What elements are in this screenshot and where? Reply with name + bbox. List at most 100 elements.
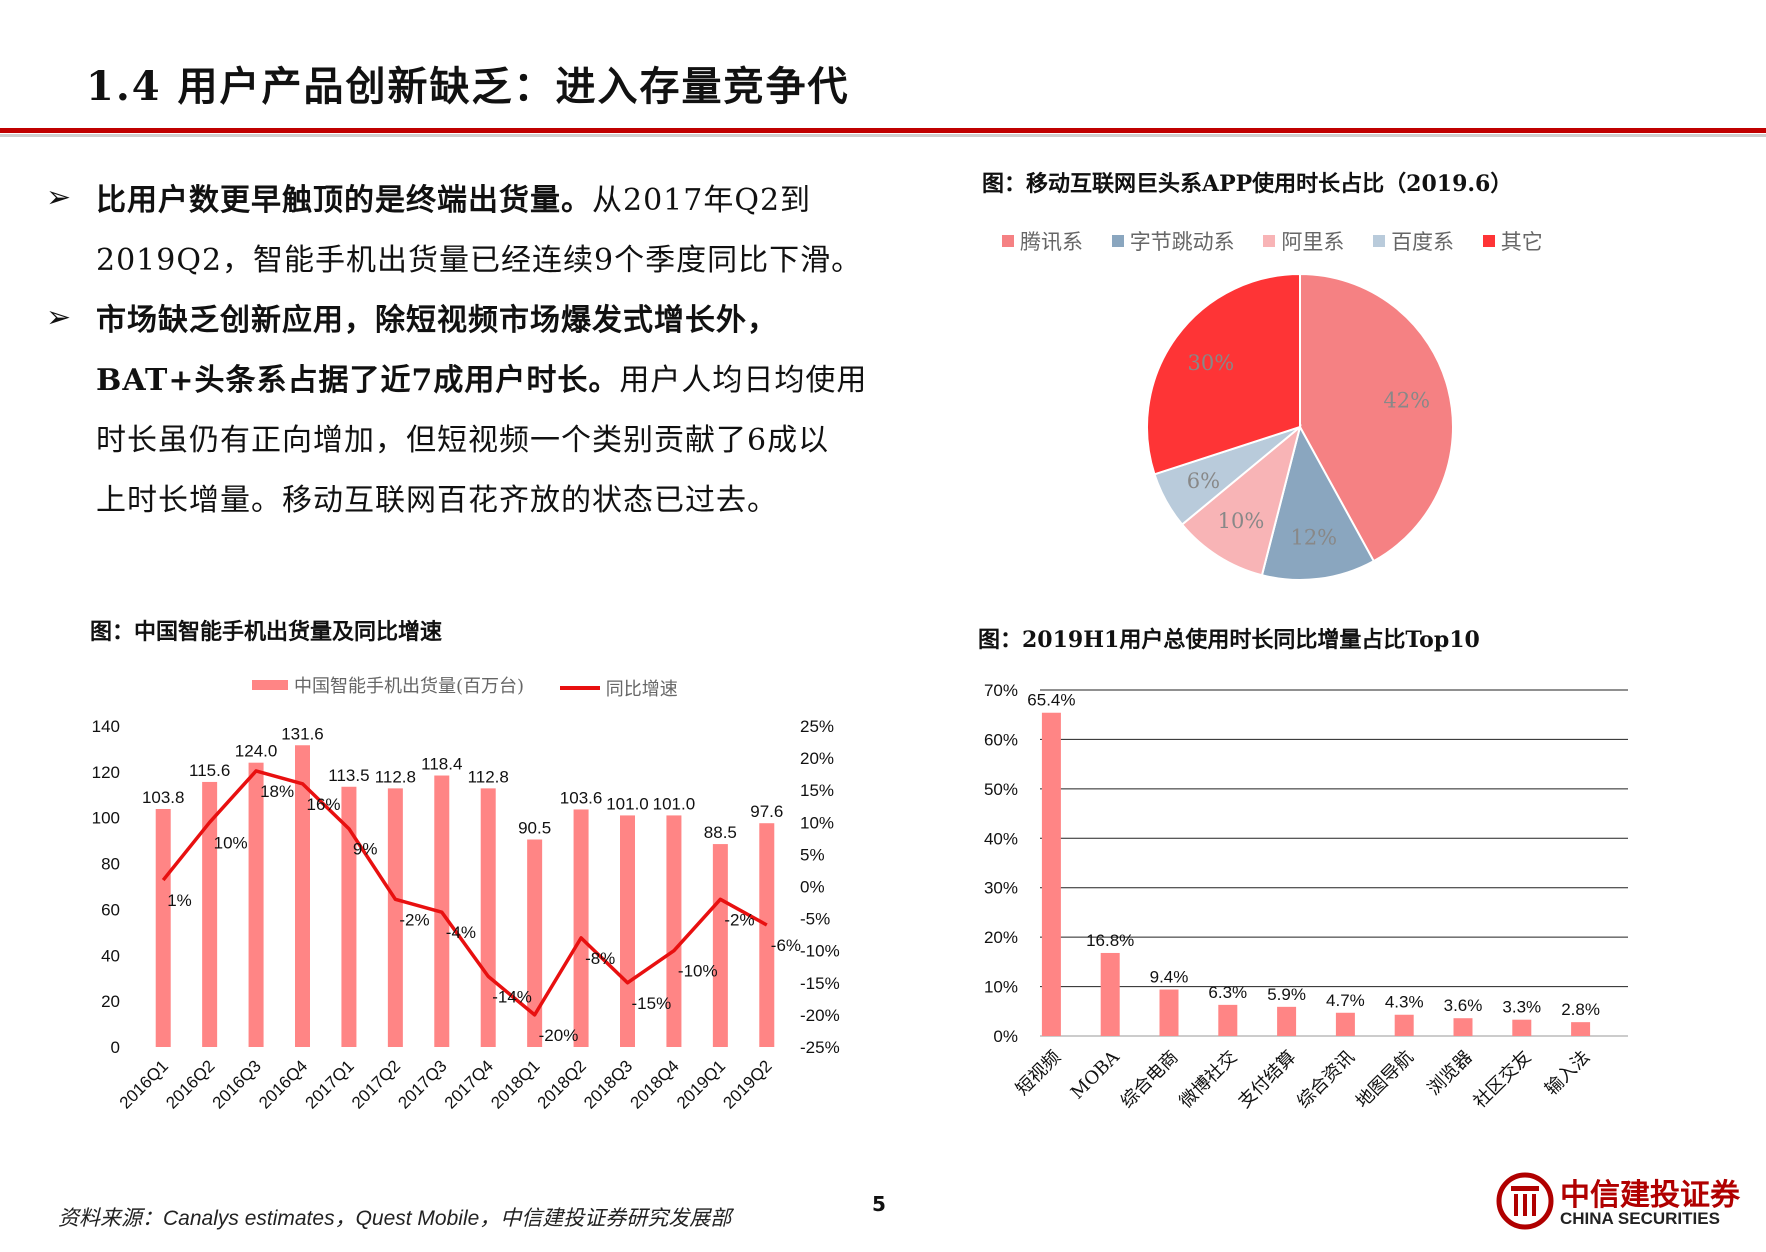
pie-legend-item: 阿里系: [1263, 226, 1344, 256]
combo-chart: 0 20 40 60 80 100 120 140 -25% -20% -15% -10% -5% 0% 5…: [92, 717, 840, 1113]
bullet-1-line-2: 2019Q2，智能手机出货量已经连续9个季度同比下滑。: [96, 243, 863, 278]
x-category-label: 地图导航: [1352, 1047, 1418, 1113]
shipment-bar-label: 101.0: [653, 794, 696, 813]
category-bar-label: 3.3%: [1502, 998, 1541, 1017]
shipment-bar: [202, 781, 218, 1047]
y-right-tick-label: -25%: [800, 1038, 840, 1057]
combo-legend-item-bars: 中国智能手机出货量(百万台): [252, 672, 524, 698]
y-tick-label: 30%: [984, 879, 1018, 898]
shipment-bar: [573, 809, 589, 1047]
shipment-bar-label: 112.8: [375, 767, 416, 786]
shipment-bar: [712, 844, 728, 1047]
bullet-2-line-2-rest: 用户人均日均使用: [619, 363, 868, 398]
category-bar: [1041, 712, 1061, 1036]
category-bar-label: 9.4%: [1150, 968, 1189, 987]
bullet-1-bold-lead: 比用户数更早触顶的是终端出货量。: [96, 183, 592, 218]
shipment-bar: [620, 815, 635, 1047]
source-suffix: 中信建投证券研究发展部: [500, 1206, 732, 1230]
category-bar: [1512, 1019, 1532, 1036]
category-bar-label: 4.3%: [1385, 993, 1424, 1012]
category-bar: [1100, 952, 1120, 1036]
shipment-bar-label: 101.0: [606, 794, 649, 813]
pie-data-label: 42%: [1383, 389, 1430, 413]
x-category-label: 支付结算: [1234, 1047, 1300, 1113]
category-bar: [1218, 1004, 1238, 1036]
shipment-bar: [295, 745, 310, 1047]
top10-chart-title: 图：2019H1用户总使用时长同比增量占比Top10: [978, 627, 1480, 653]
bullet-2-line-2: BAT+头条系占据了近7成用户时长。用户人均日均使用: [96, 351, 867, 411]
legend-swatch-icon: [1002, 235, 1014, 247]
y-left-tick-label: 80: [101, 855, 120, 874]
y-right-tick-label: 15%: [800, 781, 834, 800]
bullet-2-line-4: 上时长增量。移动互联网百花齐放的状态已过去。: [96, 483, 778, 518]
header-divider-shadow: [0, 134, 1766, 137]
growth-point-label: -8%: [585, 949, 615, 968]
category-bar: [1394, 1014, 1414, 1036]
category-bar-label: 65.4%: [1027, 691, 1075, 710]
combo-chart-title: 图：中国智能手机出货量及同比增速: [90, 619, 443, 645]
pie-slice: [1260, 424, 1376, 581]
y-left-tick-label: 120: [92, 763, 120, 782]
category-bar: [1277, 1006, 1297, 1036]
logo-text-en: CHINA SECURITIES: [1560, 1209, 1720, 1228]
growth-line: [161, 769, 768, 1017]
category-bar: [1159, 989, 1179, 1036]
pie-legend-item: 腾讯系: [1002, 226, 1083, 256]
x-category-label: 综合资讯: [1293, 1047, 1359, 1113]
pie-data-label: 10%: [1218, 509, 1265, 533]
top10-chart: 0% 10% 20% 30% 40% 50% 60% 70% 65.4% 16.8% 9.4% 6.3…: [984, 681, 1628, 1113]
combo-legend-item-line: 同比增速: [559, 675, 678, 701]
x-category-label: 2017Q2: [348, 1056, 404, 1112]
shipment-bar: [341, 786, 357, 1047]
pie-data-label: 12%: [1290, 525, 1337, 549]
growth-point-label: -14%: [492, 987, 532, 1006]
x-category-label: 短视频: [1012, 1047, 1065, 1100]
shipment-bar-label: 131.6: [281, 724, 324, 743]
bullet-1-line-1: 比用户数更早触顶的是终端出货量。从2017年Q2到: [96, 171, 811, 231]
bullet-2-line-1: 市场缺乏创新应用，除短视频市场爆发式增长外，: [96, 291, 778, 351]
y-left-tick-label: 40: [101, 946, 120, 965]
x-category-label: 2016Q2: [162, 1056, 218, 1112]
company-logo-icon: [1496, 1172, 1554, 1230]
x-category-label: MOBA: [1067, 1046, 1125, 1104]
combo-legend-label: 同比增速: [605, 679, 678, 700]
category-bar-label: 6.3%: [1208, 983, 1247, 1002]
y-right-tick-label: 20%: [800, 749, 834, 768]
shipment-bar-label: 97.6: [750, 802, 783, 821]
y-left-tick-label: 140: [92, 717, 120, 736]
source-names: Canalys estimates，Quest Mobile，: [163, 1207, 501, 1230]
shipment-bar-label: 88.5: [704, 823, 737, 842]
shipment-bar-label: 113.5: [328, 766, 369, 785]
pie-slice: [1180, 424, 1302, 577]
growth-point-label: 18%: [260, 782, 294, 801]
y-right-tick-label: 5%: [800, 845, 825, 864]
pie-legend-label: 字节跳动系: [1129, 230, 1235, 254]
shipment-bar-label: 103.6: [560, 788, 603, 807]
shipment-bar-label: 112.8: [468, 767, 509, 786]
y-tick-label: 10%: [984, 978, 1018, 997]
y-tick-label: 60%: [984, 730, 1018, 749]
growth-point-label: -15%: [632, 994, 672, 1013]
x-category-label: 社区交友: [1470, 1047, 1536, 1113]
bullet-1-line-1-rest: 从2017年Q2到: [592, 183, 812, 218]
shipment-bar-label: 115.6: [189, 761, 230, 780]
y-right-tick-label: 10%: [800, 813, 834, 832]
y-right-tick-label: 0%: [800, 878, 825, 897]
pie-legend-item: 百度系: [1373, 226, 1454, 256]
x-category-label: 浏览器: [1424, 1047, 1477, 1100]
y-left-tick-label: 0: [111, 1038, 120, 1057]
legend-swatch-icon: [1263, 235, 1276, 247]
pie-legend: 腾讯系 字节跳动系 阿里系 百度系 其它: [1002, 226, 1565, 256]
pie-legend-item: 其它: [1482, 226, 1543, 256]
shipment-bar-label: 103.8: [142, 788, 185, 807]
pie-legend-label: 百度系: [1391, 230, 1455, 254]
bullet-2-line-3: 时长虽仍有正向增加，但短视频一个类别贡献了6成以: [96, 423, 830, 458]
x-category-label: 2018Q3: [580, 1056, 636, 1112]
source-note: 资料来源：Canalys estimates，Quest Mobile，中信建投…: [58, 1202, 731, 1232]
bullet-arrow-icon: ➢: [46, 300, 72, 335]
x-category-label: 2017Q4: [441, 1056, 497, 1112]
x-category-label: 2017Q3: [394, 1056, 450, 1112]
x-category-label: 2016Q4: [255, 1056, 311, 1112]
y-right-tick-label: -20%: [800, 1006, 840, 1025]
page-title: 1.4 用户产品创新缺乏：进入存量竞争代: [86, 63, 850, 110]
